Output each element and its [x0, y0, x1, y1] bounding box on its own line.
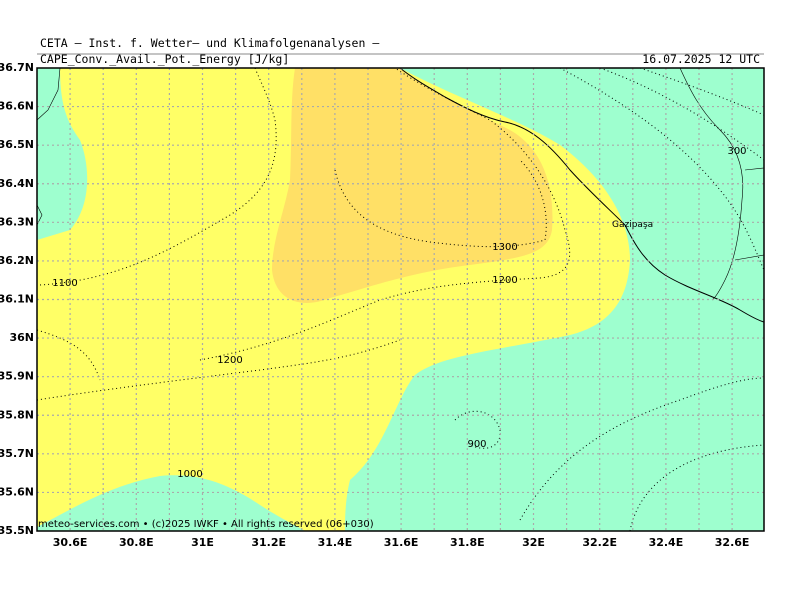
lon-label: 32.6E	[715, 536, 750, 549]
field-name: CAPE_Conv._Avail._Pot._Energy [J/kg]	[40, 52, 289, 66]
contour-label: 1300	[492, 242, 517, 253]
map-area: 1100 1200 1300 1200 900 1000 300 Gazipaş…	[36, 67, 765, 532]
contour-line	[36, 67, 571, 381]
place-label: Gazipaşa	[612, 220, 653, 230]
border-line	[36, 67, 765, 301]
low-cape-area	[37, 475, 305, 531]
lat-label: 35.7N	[0, 447, 34, 460]
map-title: CETA — Inst. f. Wetter— und Klimafolgena…	[40, 36, 379, 50]
lon-label: 32E	[522, 536, 545, 549]
lat-label: 35.9N	[0, 370, 34, 383]
contour-line	[39, 67, 277, 286]
lon-label: 31.4E	[318, 536, 353, 549]
lon-label: 32.4E	[649, 536, 684, 549]
lat-label: 36.1N	[0, 293, 34, 306]
contour-line	[519, 377, 765, 532]
map-frame	[36, 67, 765, 532]
contour-label: 1100	[52, 278, 77, 289]
high-cape-area	[272, 68, 553, 303]
lon-label: 31.8E	[450, 536, 485, 549]
lat-label: 35.6N	[0, 485, 34, 498]
contour-line	[559, 67, 765, 271]
lat-label: 36.7N	[0, 61, 34, 74]
contour-label: 1200	[217, 355, 242, 366]
lon-label: 30.8E	[119, 536, 154, 549]
contour-label: 300	[727, 146, 746, 157]
lon-label: 31.2E	[251, 536, 286, 549]
lat-label: 35.5N	[0, 524, 34, 537]
valid-time: 16.07.2025 12 UTC	[642, 52, 760, 66]
graticule	[37, 68, 764, 531]
footer: meteo-services.com • (c)2025 IWKF • All …	[38, 519, 374, 530]
lat-label: 35.8N	[0, 408, 34, 421]
contour-line	[334, 159, 547, 248]
lat-label: 36N	[9, 331, 34, 344]
contour-line	[454, 410, 501, 449]
lon-label: 32.2E	[582, 536, 617, 549]
contour-label: 900	[467, 439, 486, 450]
axis-labels: 36.7N 36.6N 36.5N 36.4N 36.3N 36.2N 36.1N 36N 35…	[0, 61, 749, 549]
lat-label: 36.3N	[0, 215, 34, 228]
lon-label: 31E	[191, 536, 214, 549]
lat-label: 36.6N	[0, 100, 34, 113]
coastline	[399, 67, 765, 323]
lat-label: 36.2N	[0, 254, 34, 267]
lon-label: 31.6E	[384, 536, 419, 549]
lat-label: 36.5N	[0, 138, 34, 151]
lat-label: 36.4N	[0, 177, 34, 190]
lon-label: 30.6E	[53, 536, 88, 549]
contour-label: 1200	[492, 275, 517, 286]
contour-label: 1000	[177, 469, 202, 480]
